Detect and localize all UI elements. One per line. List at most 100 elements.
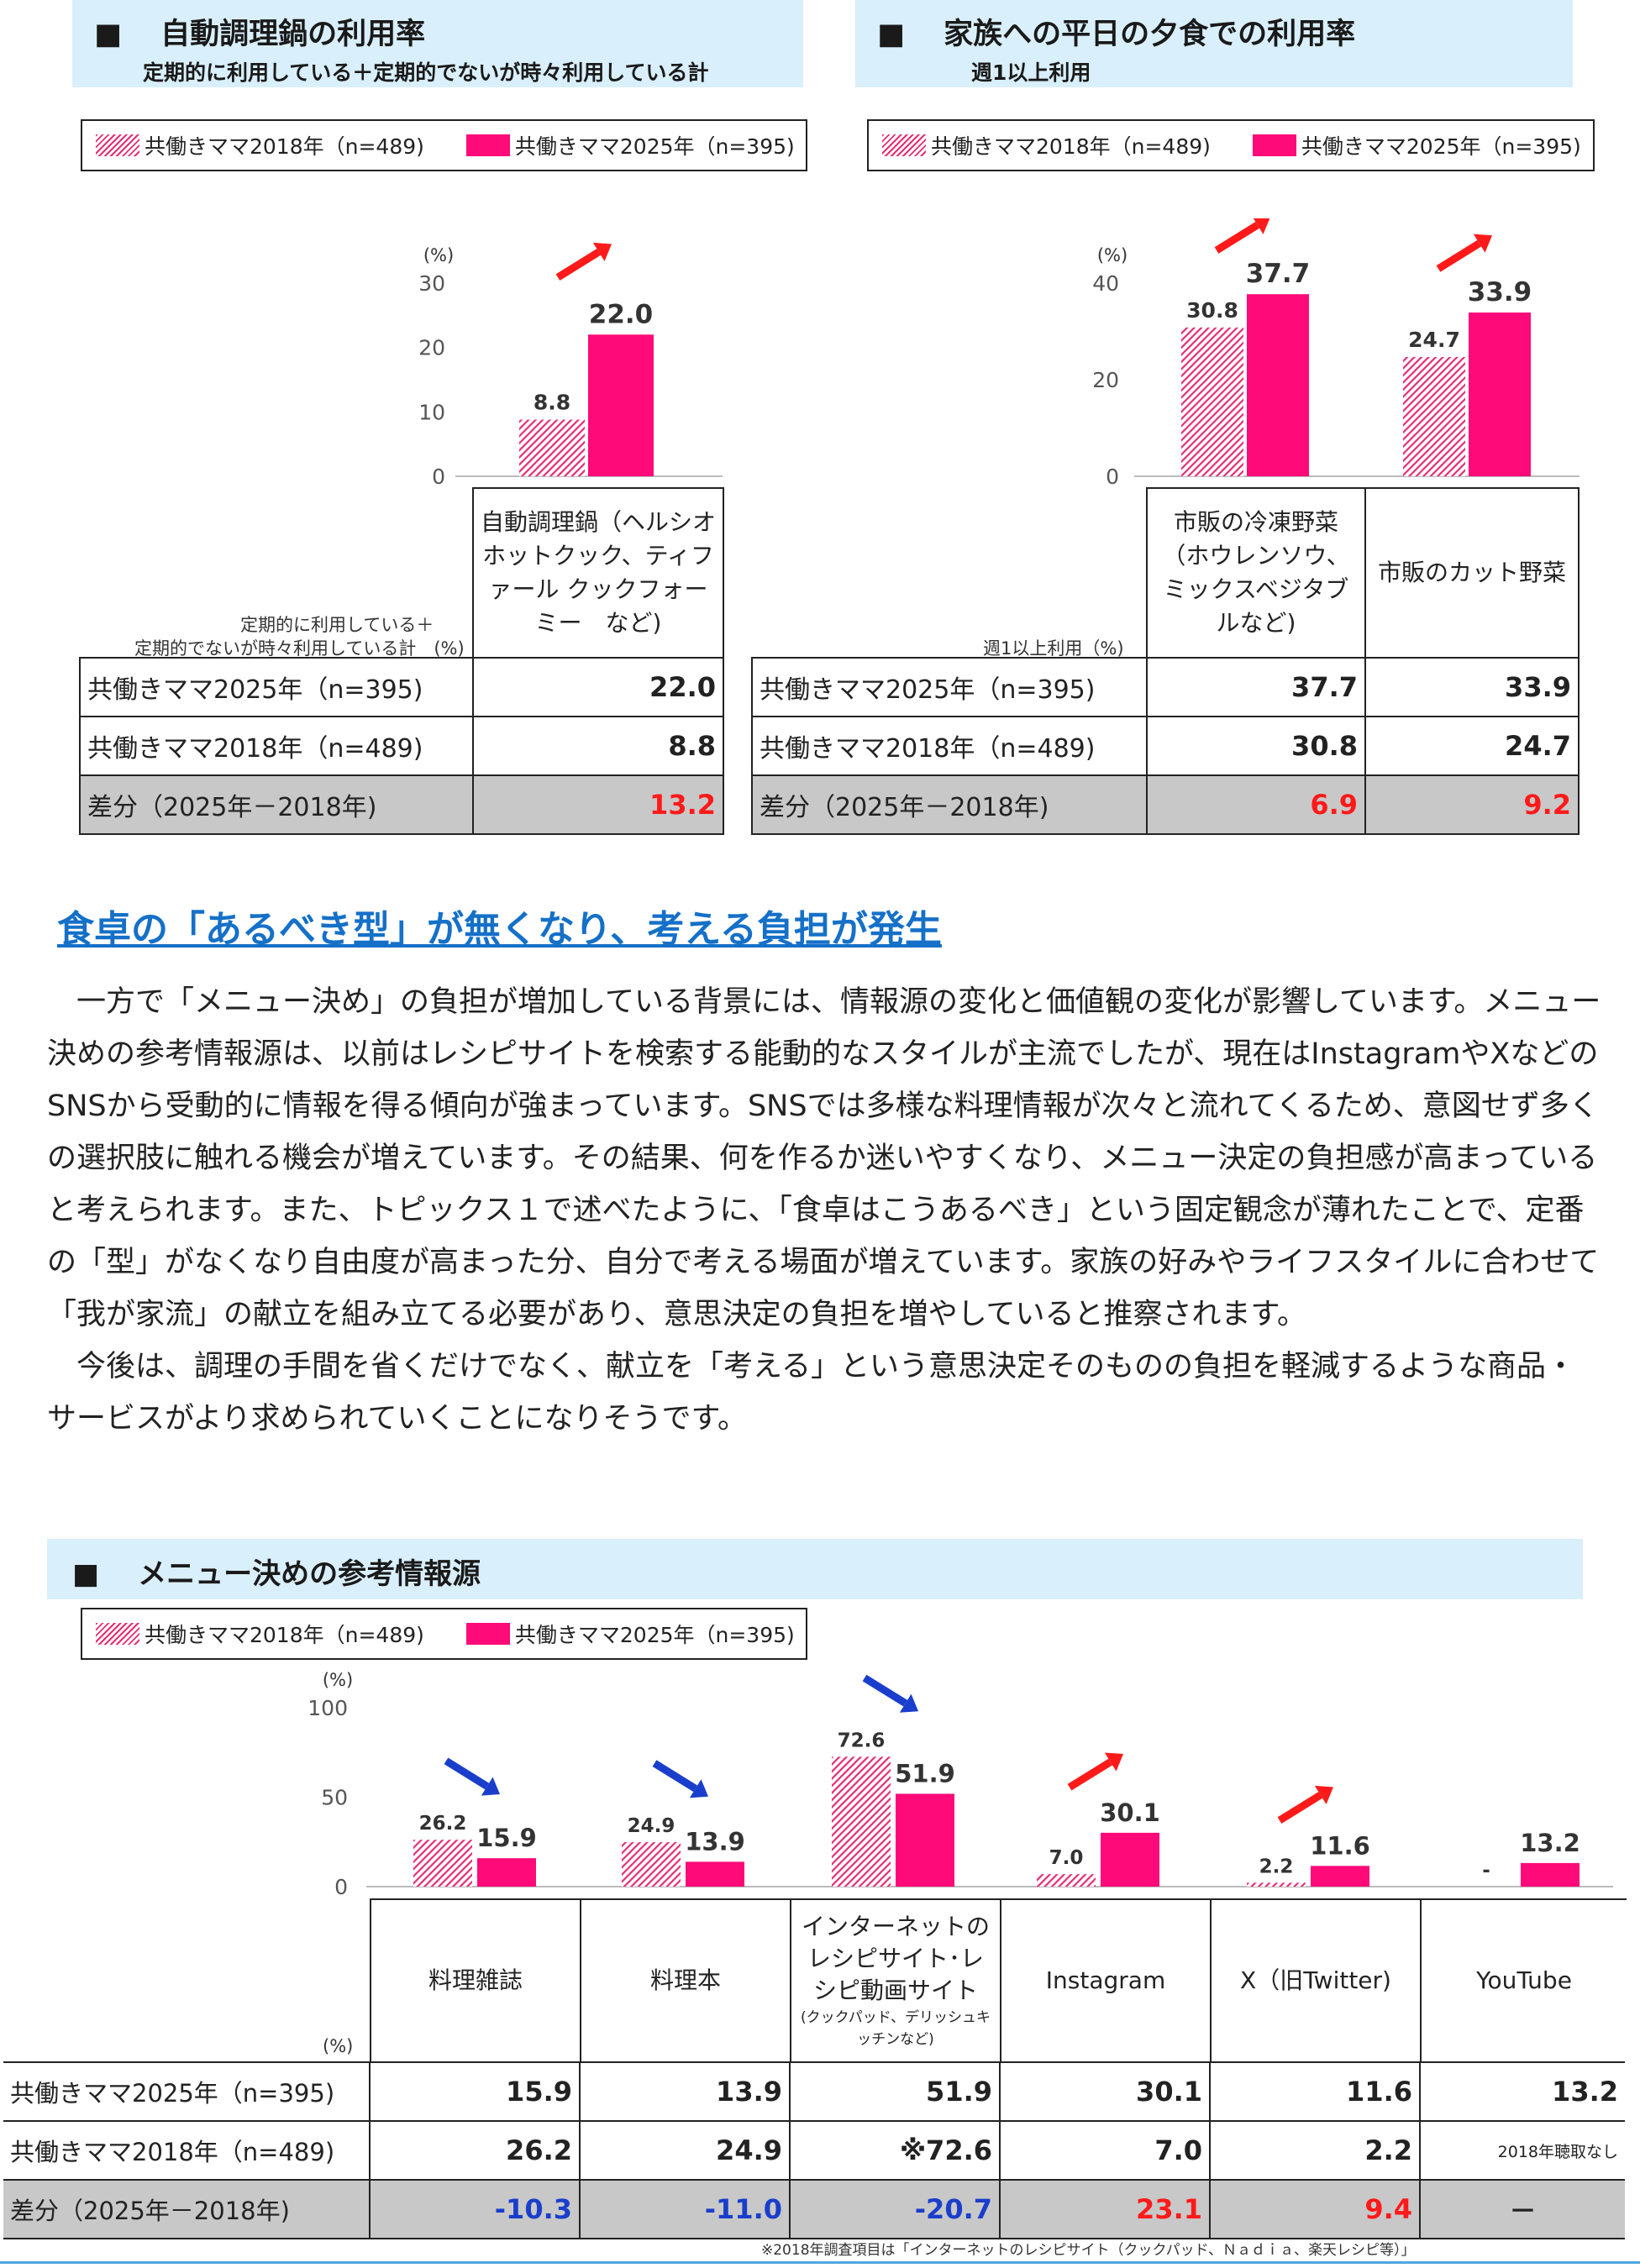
data-label-2018: 7.0	[1049, 1847, 1084, 1869]
table-cell: 11.6	[1209, 2061, 1421, 2122]
up-arrow-icon	[1277, 1785, 1333, 1824]
row-label: 差分（2025年－2018年)	[3, 2179, 371, 2239]
table-cell: 13.9	[579, 2061, 791, 2122]
bar-2025	[1469, 312, 1531, 476]
bar-2018	[832, 1756, 891, 1887]
title-square-icon: ■	[94, 18, 123, 51]
down-arrow-icon	[862, 1674, 918, 1713]
table-row: 共働きママ2025年（n=395) 37.7 33.9	[751, 657, 1580, 717]
table-cell: ※72.6	[789, 2120, 1001, 2181]
legend-2025-swatch	[465, 134, 510, 156]
panel1-table-note-2: 定期的でないが時々利用している計 (%)	[134, 638, 465, 659]
panel3-category-note: (クックパッド、デリッシュキッチンなど)	[800, 2009, 991, 2048]
table-cell: 37.7	[1146, 657, 1366, 717]
row-label: 差分（2025年－2018年)	[751, 774, 1148, 835]
table-cell: 51.9	[789, 2061, 1001, 2122]
panel3-category-cell: Instagram	[1000, 1898, 1212, 2061]
legend-2018-label: 共働きママ2018年（n=489)	[145, 134, 424, 159]
legend-2025-label: 共働きママ2025年（n=395)	[514, 1623, 795, 1647]
y-axis-unit: (%)	[423, 245, 454, 265]
legend-2025-swatch	[465, 1623, 510, 1645]
table-cell: 9.4	[1209, 2179, 1421, 2239]
row-label: 差分（2025年－2018年)	[79, 774, 474, 835]
panel1-subtitle: 定期的に利用している＋定期的でないが時々利用している計	[143, 60, 709, 85]
panel2-subtitle: 週1以上利用	[971, 60, 1091, 85]
panel3-chart: (%) 0 50 100 26.2 15.9 24.9 13.9 72.6 51.9 7.0 30.1…	[308, 1670, 1613, 1898]
table-cell: 8.8	[472, 716, 724, 776]
table-row: 差分（2025年－2018年) -10.3 -11.0 -20.7 23.1 9…	[3, 2179, 1625, 2239]
panel3-title-box: ■ メニュー決めの参考情報源	[47, 1539, 1583, 1599]
panel3-category-cell: 料理本	[580, 1898, 791, 2061]
data-label-2018: 72.6	[838, 1730, 886, 1751]
bar-2025	[477, 1858, 536, 1887]
legend-2018-swatch	[882, 134, 926, 156]
down-arrow-icon	[652, 1760, 708, 1798]
panel2-legend: 共働きママ2018年（n=489) 共働きママ2025年（n=395)	[867, 119, 1595, 171]
y-tick-label: 10	[418, 400, 445, 424]
bar-2018	[519, 419, 585, 476]
legend-2018-swatch	[96, 134, 139, 156]
row-label: 共働きママ2025年（n=395)	[751, 657, 1148, 717]
y-tick-label: 20	[418, 336, 445, 360]
y-axis-unit: (%)	[1097, 245, 1128, 265]
panel3-category-cell: 料理雑誌	[370, 1898, 581, 2061]
data-label-2025: 51.9	[895, 1759, 955, 1788]
panel3-category-cell: YouTube	[1420, 1898, 1627, 2061]
panel1-category-cell: 自動調理鍋（ヘルシオ ホットクック、ティファール クックフォーミー など)	[472, 487, 739, 657]
y-tick-label: 20	[1092, 368, 1119, 392]
y-tick-label: 50	[321, 1786, 348, 1810]
panel2-category-cell: 市販の冷凍野菜（ホウレンソウ、ミックスベジタブルなど)	[1146, 487, 1366, 657]
bar-2025	[1521, 1862, 1580, 1887]
table-row: 共働きママ2018年（n=489) 26.2 24.9 ※72.6 7.0 2.…	[3, 2120, 1625, 2181]
table-cell: 13.2	[472, 774, 724, 835]
legend-2018-label: 共働きママ2018年（n=489)	[931, 134, 1211, 159]
bar-2025	[1101, 1832, 1159, 1887]
title-square-icon: ■	[72, 1557, 100, 1591]
bottom-rule	[0, 2261, 1640, 2264]
row-label: 共働きママ2018年（n=489)	[79, 716, 474, 776]
y-tick-label: 30	[418, 271, 445, 296]
table-cell: 22.0	[472, 657, 724, 717]
data-label-2025: 30.1	[1100, 1798, 1160, 1827]
data-label-2018: -	[1482, 1860, 1490, 1882]
panel2-table-note: 週1以上利用（%)	[983, 638, 1124, 659]
data-label-2018: 24.9	[628, 1815, 675, 1837]
row-label: 共働きママ2025年（n=395)	[79, 657, 474, 717]
table-cell: -11.0	[579, 2179, 791, 2239]
row-label: 共働きママ2025年（n=395)	[3, 2061, 371, 2122]
down-arrow-icon	[444, 1757, 500, 1796]
up-arrow-icon	[1436, 234, 1492, 272]
panel2-category-cell: 市販のカット野菜	[1364, 487, 1580, 657]
article-body: 一方で「メニュー決め」の負担が増加している背景には、情報源の変化と価値観の変化が…	[47, 976, 1601, 1445]
panel2-title-box: ■ 家族への平日の夕食での利用率 週1以上利用	[855, 0, 1573, 87]
table-cell: 30.1	[999, 2061, 1211, 2122]
up-arrow-icon	[555, 242, 612, 281]
bar-2018	[622, 1841, 681, 1887]
panel3-title: メニュー決めの参考情報源	[138, 1557, 481, 1591]
table-cell: 2018年聴取なし	[1419, 2120, 1625, 2181]
bar-2025	[686, 1861, 744, 1887]
table-cell: 2.2	[1209, 2120, 1421, 2181]
panel3-table: 共働きママ2025年（n=395) 15.9 13.9 51.9 30.1 11…	[3, 2061, 1625, 2239]
table-cell: -20.7	[789, 2179, 1001, 2239]
table-cell: 33.9	[1364, 657, 1580, 717]
legend-2018-label: 共働きママ2018年（n=489)	[145, 1623, 424, 1647]
panel1-title: 自動調理鍋の利用率	[160, 18, 426, 51]
legend-2018-swatch	[96, 1623, 139, 1645]
panel1-chart: (%) 0 10 20 30 8.8 22.0	[418, 242, 723, 487]
bar-2018	[1247, 1882, 1306, 1887]
bar-2025	[1247, 294, 1309, 476]
table-cell: －	[1419, 2179, 1625, 2239]
bar-2025	[1311, 1866, 1369, 1887]
data-label-2018: 2.2	[1259, 1856, 1294, 1877]
y-axis-unit: (%)	[323, 1670, 353, 1690]
table-cell: 30.8	[1146, 716, 1366, 776]
table-row: 共働きママ2025年（n=395) 22.0	[79, 657, 724, 717]
table-cell: 13.2	[1419, 2061, 1625, 2122]
data-label-2025: 13.9	[685, 1827, 745, 1856]
table-row: 差分（2025年－2018年) 6.9 9.2	[751, 774, 1580, 835]
table-row: 共働きママ2025年（n=395) 15.9 13.9 51.9 30.1 11…	[3, 2061, 1625, 2122]
data-label-2025: 15.9	[476, 1824, 537, 1852]
data-label-2025: 11.6	[1310, 1831, 1370, 1860]
article-paragraph: 今後は、調理の手間を省くだけでなく、献立を「考える」という意思決定そのものの負担…	[47, 1350, 1575, 1436]
